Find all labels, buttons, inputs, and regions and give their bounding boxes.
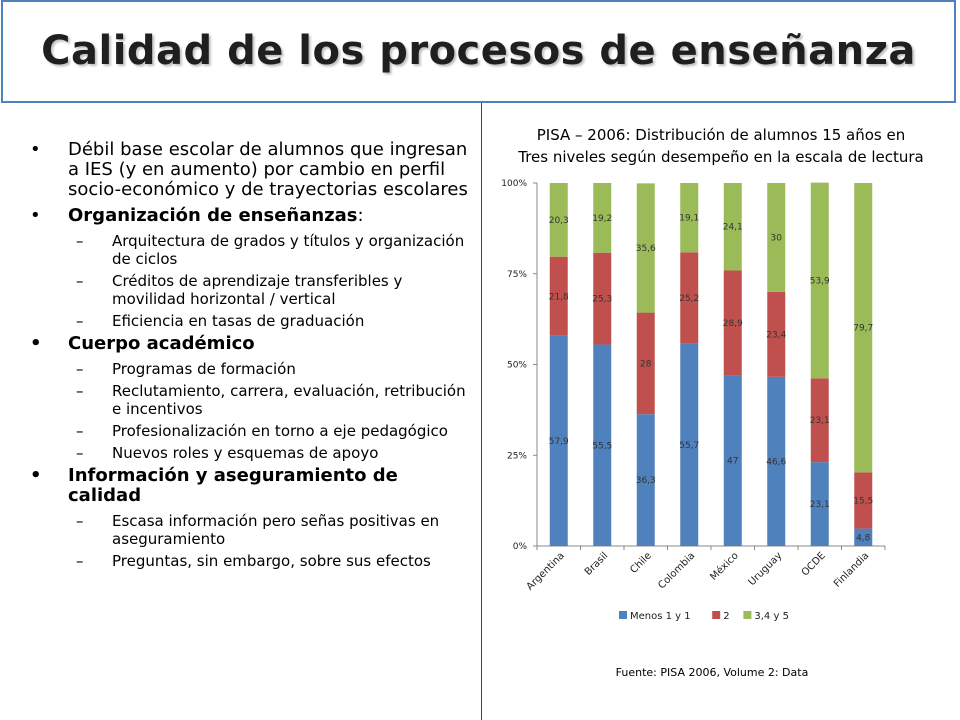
sub-item: Escasa información pero señas positivas …	[30, 512, 470, 548]
bullet-text: Información y aseguramiento de calidad	[68, 465, 398, 506]
bar-segment	[767, 376, 786, 546]
bar-segment	[636, 183, 655, 313]
bar-segment	[810, 182, 829, 379]
bullet-list: Débil base escolar de alumnos que ingres…	[30, 140, 470, 574]
x-tick-label: OCDE	[800, 550, 828, 578]
bullet-suffix: :	[357, 205, 364, 226]
data-label: 30	[771, 233, 783, 243]
bullet-text: Cuerpo académico	[68, 333, 255, 354]
bullet-text: Débil base escolar de alumnos que ingres…	[68, 139, 468, 200]
x-tick-label: México	[708, 550, 741, 583]
data-label: 28,9	[723, 319, 743, 329]
data-label: 57,9	[549, 437, 569, 447]
data-label: 55,5	[592, 441, 612, 451]
data-label: 53,9	[810, 276, 830, 286]
legend-swatch	[743, 611, 752, 619]
legend-label: Menos 1 y 1	[630, 611, 691, 622]
x-tick-label: Finlandia	[832, 550, 871, 589]
data-label: 25,2	[679, 294, 699, 304]
chart-title-line: PISA – 2006: Distribución de alumnos 15 …	[536, 126, 906, 144]
y-tick-label: 0%	[513, 542, 528, 552]
bar-segment	[810, 378, 829, 463]
bullet-item: Información y aseguramiento de calidad	[30, 466, 470, 506]
data-label: 23,1	[810, 416, 830, 426]
legend-swatch	[619, 611, 627, 619]
y-tick-label: 50%	[507, 361, 527, 371]
y-tick-label: 25%	[507, 451, 527, 461]
bullet-label: Organización de enseñanzas	[68, 205, 358, 226]
data-label: 24,1	[723, 223, 743, 233]
bullet-item: Organización de enseñanzas:	[30, 205, 470, 227]
data-label: 19,2	[592, 214, 612, 224]
bar-segment	[593, 252, 612, 345]
bar-segment	[636, 414, 655, 546]
sub-item: Programas de formación	[30, 360, 470, 378]
sub-item: Nuevos roles y esquemas de apoyo	[30, 444, 470, 462]
legend-label: 2	[723, 611, 729, 622]
chart-title-line: Tres niveles según desempeño en la escal…	[518, 148, 924, 166]
sub-item: Arquitectura de grados y títulos y organ…	[30, 232, 470, 268]
bar-segment	[767, 183, 786, 292]
bullet-item: Débil base escolar de alumnos que ingres…	[30, 140, 470, 200]
data-label: 20,3	[549, 216, 569, 226]
data-label: 23,1	[810, 500, 830, 510]
bullet-item: Cuerpo académico	[30, 333, 470, 355]
bar-segment	[767, 291, 786, 377]
data-label: 21,8	[549, 292, 569, 302]
data-label: 35,6	[636, 244, 656, 254]
column-divider	[481, 103, 482, 720]
bar-segment	[723, 375, 742, 546]
bar-segment	[593, 344, 612, 546]
data-label: 46,6	[766, 457, 786, 467]
sub-item: Preguntas, sin embargo, sobre sus efecto…	[30, 552, 470, 570]
chart-title: PISA – 2006: Distribución de alumnos 15 …	[482, 124, 960, 168]
x-tick-label: Argentina	[525, 550, 567, 592]
sub-item: Créditos de aprendizaje transferibles y …	[30, 272, 470, 308]
bar-segment	[593, 183, 612, 253]
data-label: 47	[727, 457, 738, 467]
data-label: 55,7	[679, 441, 699, 451]
data-label: 19,1	[679, 214, 699, 224]
y-tick-label: 75%	[507, 270, 527, 280]
sub-item: Eficiencia en tasas de graduación	[30, 312, 470, 330]
x-tick-label: Colombia	[656, 550, 697, 591]
bar-segment	[723, 270, 742, 376]
bar-segment	[680, 183, 699, 253]
bar-segment	[549, 183, 568, 257]
bar-segment	[854, 528, 873, 546]
source-note: Fuente: PISA 2006, Volume 2: Data	[615, 666, 809, 679]
data-label: 36,3	[636, 476, 656, 486]
bar-segment	[549, 335, 568, 546]
bar-segment	[680, 252, 699, 344]
data-label: 23,4	[766, 330, 786, 340]
bar-segment	[549, 256, 568, 336]
x-tick-label: Uruguay	[747, 550, 785, 588]
title-box: Calidad de los procesos de enseñanza	[1, 0, 956, 103]
bar-segment	[680, 343, 699, 546]
y-tick-label: 100%	[501, 179, 527, 189]
legend-label: 3,4 y 5	[754, 611, 789, 622]
sub-item: Profesionalización en torno a eje pedagó…	[30, 422, 470, 440]
bar-segment	[723, 183, 742, 271]
bar-segment	[854, 183, 873, 473]
data-label: 15,5	[853, 496, 873, 506]
data-label: 28	[640, 359, 652, 369]
legend-swatch	[712, 611, 721, 619]
slide-title: Calidad de los procesos de enseñanza	[41, 28, 916, 74]
data-label: 4,8	[856, 533, 871, 543]
x-tick-label: Brasil	[583, 550, 610, 577]
x-tick-label: Chile	[628, 550, 653, 575]
data-label: 79,7	[853, 324, 873, 334]
sub-item: Reclutamiento, carrera, evaluación, retr…	[30, 382, 470, 418]
data-label: 25,3	[592, 295, 612, 305]
bar-segment	[636, 312, 655, 415]
stacked-bar-chart: 0% 25% 50% 75% 100% 57,9 21,8 20,3 Argentina 55,5…	[501, 179, 886, 622]
bar-segment	[810, 462, 829, 546]
bar-segment	[854, 472, 873, 529]
